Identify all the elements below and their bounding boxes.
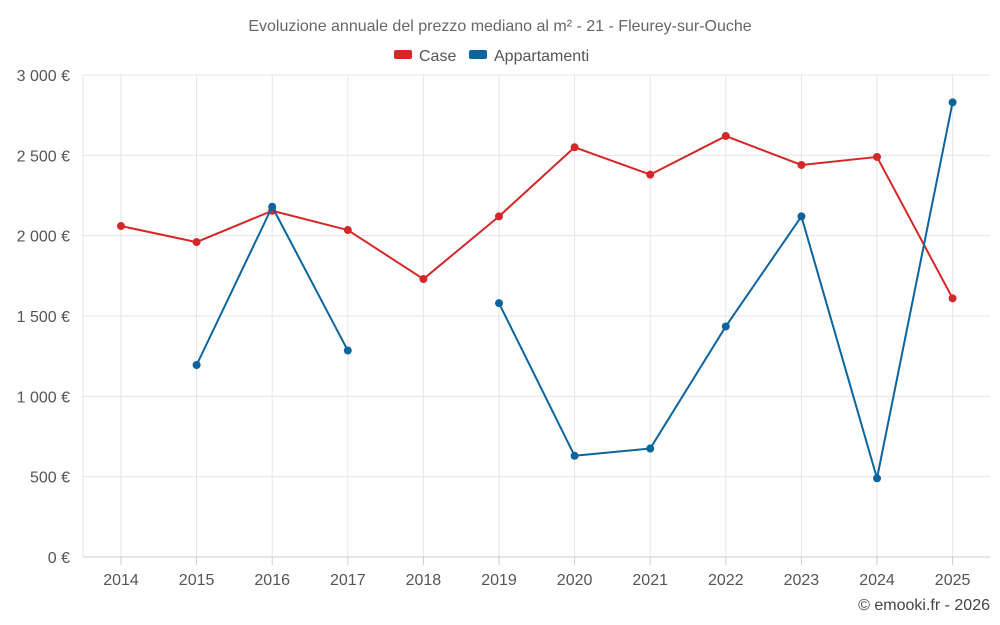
- y-tick-label: 0 €: [48, 550, 70, 567]
- x-tick-label: 2016: [254, 572, 290, 589]
- data-point-appartamenti[interactable]: [873, 474, 881, 483]
- data-point-appartamenti[interactable]: [343, 346, 352, 355]
- chart-title: Evoluzione annuale del prezzo mediano al…: [248, 18, 751, 35]
- data-point-appartamenti[interactable]: [721, 322, 730, 331]
- x-tick-label: 2023: [784, 572, 820, 589]
- x-tick-label: 2015: [179, 572, 215, 589]
- x-axis: 2014 2015 2016 2017 2018 2019 2020 2021 2022 2023…: [83, 556, 990, 589]
- data-point-case[interactable]: [192, 238, 201, 247]
- x-tick-label: 2022: [708, 572, 744, 589]
- data-point-case[interactable]: [721, 132, 730, 141]
- data-point-appartamenti[interactable]: [570, 451, 579, 460]
- y-tick-label: 2 000 €: [17, 229, 70, 246]
- x-tick-label: 2021: [632, 572, 668, 589]
- credit: © emooki.fr - 2026: [858, 597, 990, 614]
- y-tick-label: 3 000 €: [17, 68, 70, 85]
- y-tick-label: 1 500 €: [17, 309, 70, 326]
- data-point-appartamenti[interactable]: [495, 299, 503, 308]
- x-tick-label: 2017: [330, 572, 366, 589]
- x-tick-label: 2019: [481, 572, 517, 589]
- y-tick-label: 1 000 €: [17, 389, 70, 406]
- data-point-appartamenti[interactable]: [192, 361, 201, 370]
- legend-swatch-appartamenti: [469, 50, 487, 59]
- legend: Case Appartamenti: [394, 48, 589, 65]
- series-group: [117, 98, 957, 483]
- data-point-case[interactable]: [948, 294, 957, 303]
- data-point-case[interactable]: [873, 152, 881, 161]
- data-point-appartamenti[interactable]: [268, 202, 277, 211]
- data-point-case[interactable]: [495, 212, 503, 221]
- x-tick-label: 2020: [557, 572, 593, 589]
- x-tick-label: 2025: [935, 572, 971, 589]
- y-tick-label: 2 500 €: [17, 148, 70, 165]
- y-axis: 0 € 500 € 1 000 € 1 500 € 2 000 € 2 500 € 3 00…: [17, 68, 70, 567]
- legend-label-case[interactable]: Case: [419, 48, 456, 65]
- data-point-case[interactable]: [343, 226, 352, 235]
- data-point-case[interactable]: [570, 143, 579, 152]
- series-line-case: [120, 135, 954, 299]
- data-point-case[interactable]: [797, 160, 806, 169]
- x-tick-label: 2014: [103, 572, 139, 589]
- legend-swatch-case: [394, 50, 412, 59]
- gridlines: [82, 74, 990, 558]
- data-point-appartamenti[interactable]: [797, 212, 806, 221]
- data-point-case[interactable]: [419, 275, 428, 284]
- data-point-case[interactable]: [117, 222, 125, 231]
- legend-label-appartamenti[interactable]: Appartamenti: [494, 48, 589, 65]
- data-point-case[interactable]: [646, 170, 655, 179]
- data-point-appartamenti[interactable]: [948, 98, 957, 107]
- y-tick-label: 500 €: [30, 470, 70, 487]
- x-tick-label: 2024: [859, 572, 895, 589]
- data-point-appartamenti[interactable]: [646, 444, 655, 453]
- x-tick-label: 2018: [406, 572, 442, 589]
